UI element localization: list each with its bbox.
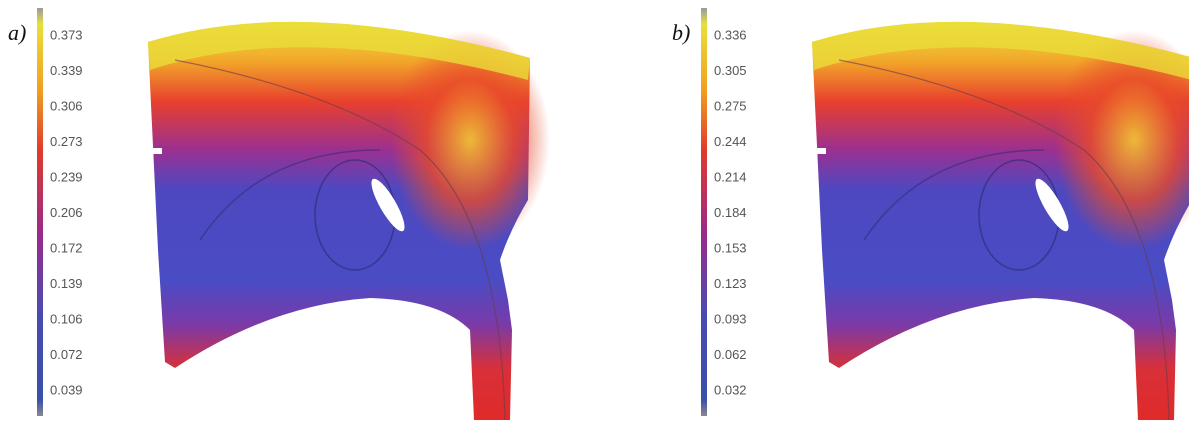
- scale-label: 0.184: [714, 205, 747, 220]
- contour-plot: [147, 21, 551, 421]
- scale-label: 0.336: [714, 27, 747, 42]
- scale-label: 0.062: [714, 347, 747, 362]
- panel-label: b): [672, 20, 690, 45]
- scale-label: 0.139: [50, 276, 83, 291]
- panel: b) 0.336 0.305 0.275 0.244 0.214 0.184 0.153 0.1…: [672, 8, 1189, 421]
- panel: a) 0.373 0.339 0.306 0.273 0.239 0.206 0.172 0.1…: [8, 8, 551, 421]
- scale-label: 0.153: [714, 240, 747, 255]
- scale-label: 0.106: [50, 311, 83, 326]
- scale-label: 0.373: [50, 27, 83, 42]
- scale-label: 0.206: [50, 205, 83, 220]
- scale-label: 0.339: [50, 63, 83, 78]
- scale-label: 0.273: [50, 134, 83, 149]
- scale-label: 0.306: [50, 98, 83, 113]
- scale-label: 0.123: [714, 276, 747, 291]
- scale-label: 0.072: [50, 347, 83, 362]
- color-bar: [37, 8, 43, 416]
- color-bar: [701, 8, 707, 416]
- scale-label: 0.093: [714, 311, 747, 326]
- scale-label: 0.039: [50, 382, 83, 397]
- scale-label: 0.032: [714, 382, 747, 397]
- scale-label: 0.214: [714, 169, 747, 184]
- scale-label: 0.172: [50, 240, 83, 255]
- scale-label: 0.275: [714, 98, 747, 113]
- scale-label: 0.244: [714, 134, 747, 149]
- panel-label: a): [8, 20, 26, 45]
- contour-plot: [811, 21, 1189, 421]
- scale-label: 0.305: [714, 63, 747, 78]
- scale-label: 0.239: [50, 169, 83, 184]
